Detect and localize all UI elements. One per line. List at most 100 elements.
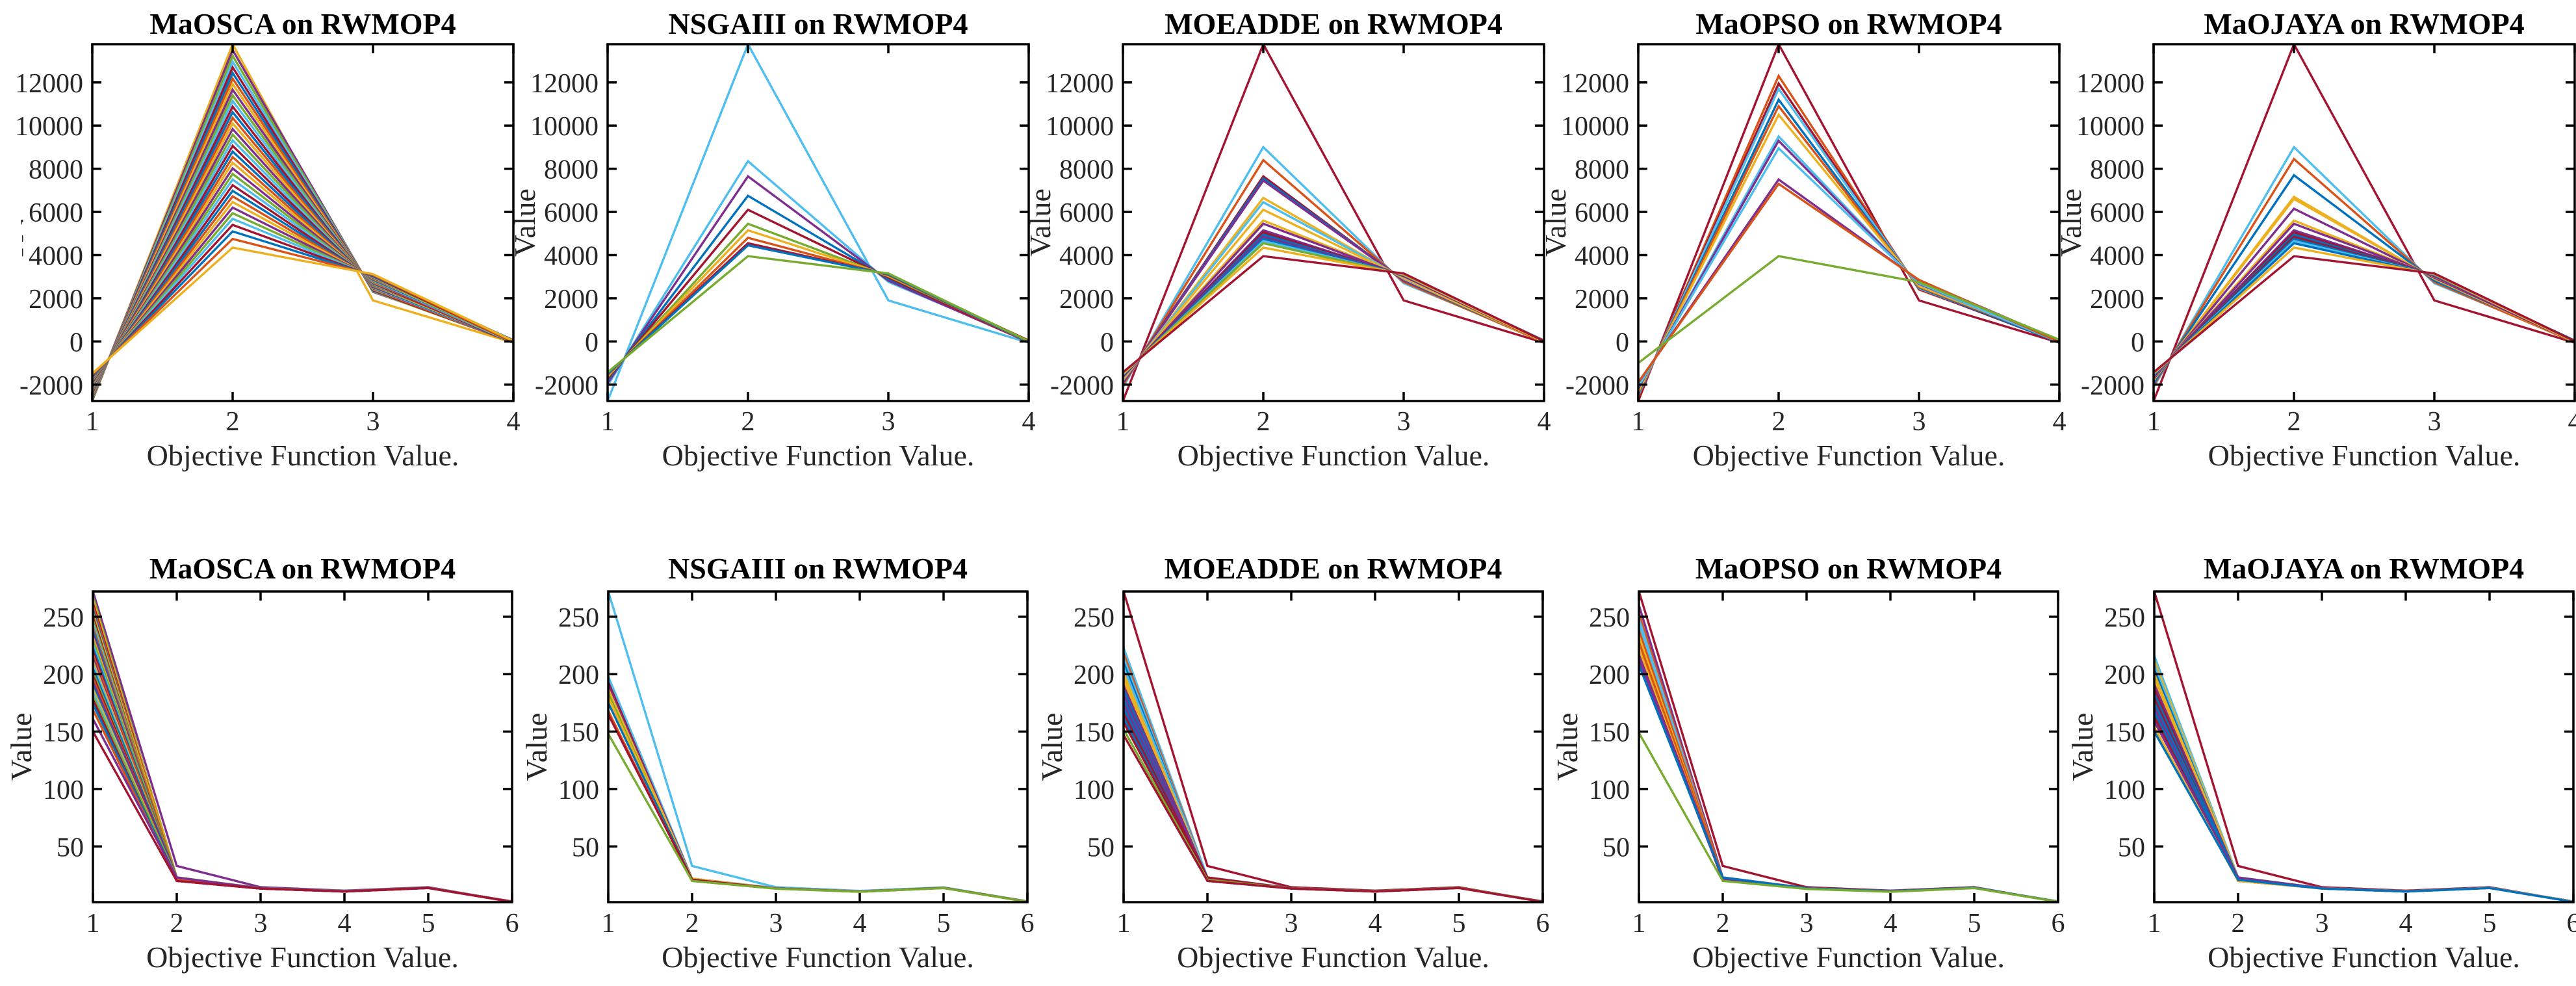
x-axis-label: Objective Function Value. (1177, 941, 1489, 974)
series-line (2154, 660, 2574, 903)
y-tick-label: 50 (2118, 833, 2145, 863)
x-tick-label: 4 (853, 909, 867, 939)
axes-box (91, 43, 515, 402)
y-tick-label: 250 (43, 603, 84, 633)
series-line (1638, 732, 2059, 903)
x-tick-label: 5 (937, 909, 951, 939)
series-line (1638, 604, 2059, 903)
panel-title: MaOJAYA on RWMOP4 (2204, 552, 2524, 585)
y-axis-label: Value (5, 713, 38, 781)
y-tick-label: 50 (1087, 833, 1114, 863)
y-axis-label: Value (1539, 188, 1572, 257)
y-tick-label: 6000 (2090, 198, 2145, 228)
x-tick-label: 3 (254, 909, 268, 939)
x-tick-label: 2 (1257, 407, 1270, 437)
y-tick-label: 8000 (1575, 155, 1629, 185)
series-line (1638, 591, 2059, 903)
series-line (92, 633, 513, 903)
series-line (1123, 591, 1543, 903)
series-line (1123, 681, 1543, 903)
series-line (2154, 591, 2574, 903)
series-line (1123, 647, 1543, 903)
x-tick-label: 2 (1772, 407, 1786, 437)
y-tick-label: 12000 (1561, 69, 1629, 99)
series-line (2154, 716, 2574, 903)
y-tick-label: -2000 (19, 371, 83, 401)
x-tick-label: 5 (2483, 909, 2497, 939)
series-line (92, 643, 513, 903)
series-line (92, 647, 513, 903)
x-tick-label: 4 (2053, 407, 2067, 437)
axes-box (1122, 43, 1545, 402)
x-tick-label: 6 (2567, 909, 2576, 939)
series-line (2154, 684, 2574, 903)
series-line (92, 599, 513, 903)
y-tick-label: 100 (558, 775, 599, 805)
x-tick-label: 3 (769, 909, 783, 939)
x-tick-label: 2 (226, 407, 240, 437)
panel-maopso-on-rwmop4-top: MaOPSO on RWMOP4 -2000 0 2000 4000 6000 8000 10… (1539, 7, 2067, 472)
y-tick-label: 4000 (544, 241, 599, 271)
axes-box (1637, 43, 2061, 402)
y-tick-label: 100 (1074, 775, 1114, 805)
series-line (1638, 648, 2059, 903)
x-tick-label: 5 (422, 909, 435, 939)
y-tick-label: 12000 (2076, 69, 2145, 99)
y-axis-label: Value (1551, 713, 1584, 781)
x-axis-label: Objective Function Value. (662, 941, 974, 974)
y-tick-label: 10000 (530, 112, 599, 142)
x-tick-label: 5 (1452, 909, 1466, 939)
series-line (92, 591, 513, 903)
series-line (1638, 618, 2059, 903)
series-line (1123, 721, 1543, 903)
x-tick-label: 1 (1632, 407, 1645, 437)
x-tick-label: 4 (2568, 407, 2576, 437)
series-line (1638, 654, 2059, 903)
y-axis-label: Value (15, 188, 48, 257)
x-tick-label: 6 (1536, 909, 1550, 939)
x-axis-label: Objective Function Value. (146, 941, 459, 974)
panel-title: MOEADDE on RWMOP4 (1165, 552, 1502, 585)
series-lines (92, 591, 513, 903)
x-tick-label: 1 (2147, 407, 2161, 437)
panel-maopso-on-rwmop4-bottom: MaOPSO on RWMOP4 50 100 150 200 250 1 2 3 4 5 6 Obje… (1551, 552, 2065, 974)
series-line (2154, 655, 2574, 903)
y-tick-label: -2000 (1050, 371, 1114, 401)
y-tick-label: 6000 (544, 198, 599, 228)
y-tick-label: 10000 (1046, 112, 1114, 142)
x-tick-label: 2 (686, 909, 699, 939)
series-line (608, 710, 1028, 903)
x-tick-label: 4 (1022, 407, 1036, 437)
x-tick-label: 2 (170, 909, 184, 939)
y-tick-label: 2000 (1575, 285, 1629, 315)
series-line (2154, 673, 2574, 903)
x-tick-label: 2 (2232, 909, 2245, 939)
x-tick-label: 3 (882, 407, 895, 437)
y-tick-label: 150 (558, 718, 599, 748)
y-tick-label: 4000 (1575, 241, 1629, 271)
x-tick-label: 3 (1285, 909, 1298, 939)
axes-box (2152, 43, 2576, 402)
y-tick-label: 100 (1589, 775, 1630, 805)
y-tick-label: -2000 (1565, 371, 1629, 401)
series-line (1123, 734, 1543, 903)
axis-ticks (606, 44, 1030, 401)
y-axis-label: Value (2054, 188, 2087, 257)
x-tick-label: 1 (602, 909, 615, 939)
series-lines (607, 44, 1029, 402)
y-tick-label: -2000 (2081, 371, 2145, 401)
x-tick-label: 1 (2148, 909, 2161, 939)
x-tick-label: 2 (741, 407, 755, 437)
y-tick-label: -2000 (535, 371, 599, 401)
axes-box (1638, 590, 2059, 903)
y-tick-label: 200 (2104, 660, 2145, 690)
y-tick-label: 100 (2104, 775, 2145, 805)
x-tick-label: 4 (2399, 909, 2413, 939)
series-line (92, 668, 513, 903)
series-line (1122, 145, 1545, 388)
y-tick-label: 4000 (1059, 241, 1114, 271)
series-line (1638, 613, 2059, 903)
series-line (92, 678, 513, 903)
y-tick-label: 0 (2131, 328, 2145, 357)
x-tick-label: 2 (1201, 909, 1215, 939)
